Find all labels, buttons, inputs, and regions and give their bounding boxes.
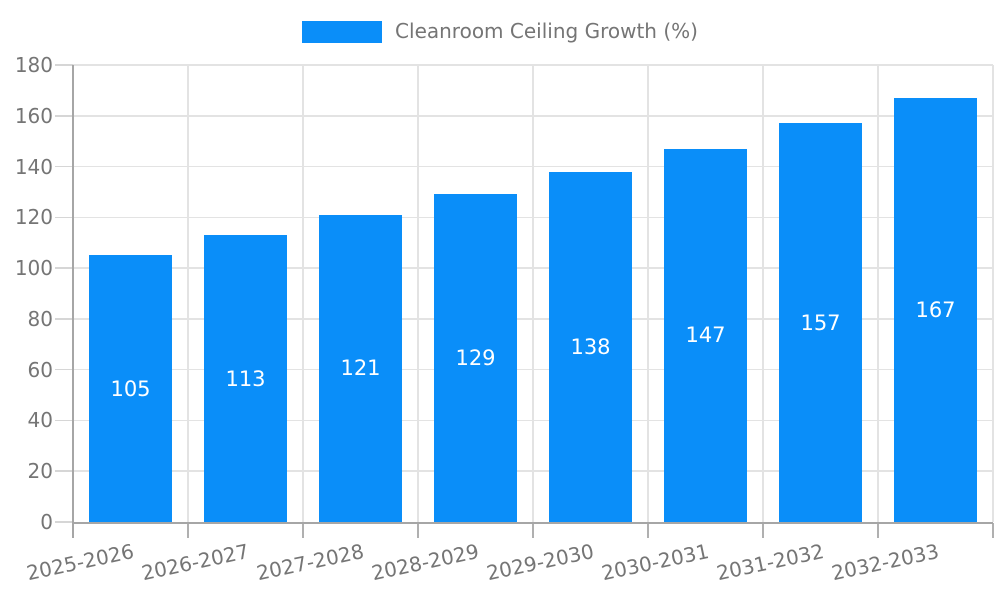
bar: 129 [434, 194, 517, 522]
bar: 147 [664, 148, 747, 522]
x-tick-mark [302, 523, 304, 538]
plot-area: 0 20 40 60 80 100 120 140 160 180 105 113 121 129 138 1… [15, 53, 994, 585]
x-gridline [992, 65, 994, 522]
bar: 121 [319, 214, 402, 522]
x-gridline [532, 65, 534, 522]
bar: 138 [549, 171, 632, 522]
x-tick-mark [877, 523, 879, 538]
y-tick-label: 40 [27, 408, 53, 433]
y-tick-label: 60 [27, 357, 53, 382]
x-gridline [762, 65, 764, 522]
x-gridline [647, 65, 649, 522]
y-tick-mark [55, 64, 73, 66]
bar: 105 [89, 255, 172, 522]
y-tick-mark [55, 267, 73, 269]
x-gridline [417, 65, 419, 522]
y-tick-mark [55, 368, 73, 371]
x-tick-mark [762, 523, 764, 538]
x-axis-line [73, 522, 993, 524]
bar: 167 [894, 98, 977, 522]
x-tick-mark [187, 523, 189, 538]
y-tick-label: 0 [40, 510, 53, 534]
y-tick-label: 160 [14, 103, 53, 128]
y-tick-label: 20 [27, 459, 53, 484]
y-tick-label: 80 [27, 306, 53, 331]
y-tick-label: 120 [14, 205, 53, 230]
y-tick-mark [55, 419, 73, 422]
bar-value-label: 147 [685, 323, 726, 348]
y-tick-mark [55, 318, 73, 320]
y-tick-mark [55, 216, 73, 219]
bar-value-label: 121 [340, 356, 381, 381]
legend-item[interactable]: Cleanroom Ceiling Growth (%) [0, 20, 1000, 43]
legend-swatch-icon [302, 20, 383, 43]
bar-value-label: 138 [570, 334, 611, 359]
legend-label: Cleanroom Ceiling Growth (%) [395, 19, 698, 43]
bar-value-label: 105 [110, 376, 151, 401]
bar-value-label: 129 [455, 346, 496, 371]
y-axis-line [72, 65, 74, 538]
bar-value-label: 167 [915, 297, 956, 322]
bar: 157 [779, 123, 862, 522]
bar: 113 [204, 235, 287, 522]
y-tick-label: 100 [14, 256, 53, 281]
y-tick-label: 180 [14, 53, 53, 77]
x-tick-mark [417, 523, 419, 538]
bar-value-label: 157 [800, 310, 841, 335]
x-gridline [302, 65, 304, 522]
y-tick-mark [55, 470, 73, 472]
y-tick-mark [55, 521, 73, 523]
x-gridline [877, 65, 879, 522]
x-tick-mark [532, 523, 534, 538]
x-tick-mark [647, 523, 649, 538]
x-gridline [187, 65, 189, 522]
bar-value-label: 113 [225, 366, 266, 391]
y-tick-mark [55, 165, 73, 168]
y-tick-mark [55, 115, 73, 117]
x-tick-mark [992, 523, 994, 538]
y-tick-label: 140 [14, 154, 53, 179]
